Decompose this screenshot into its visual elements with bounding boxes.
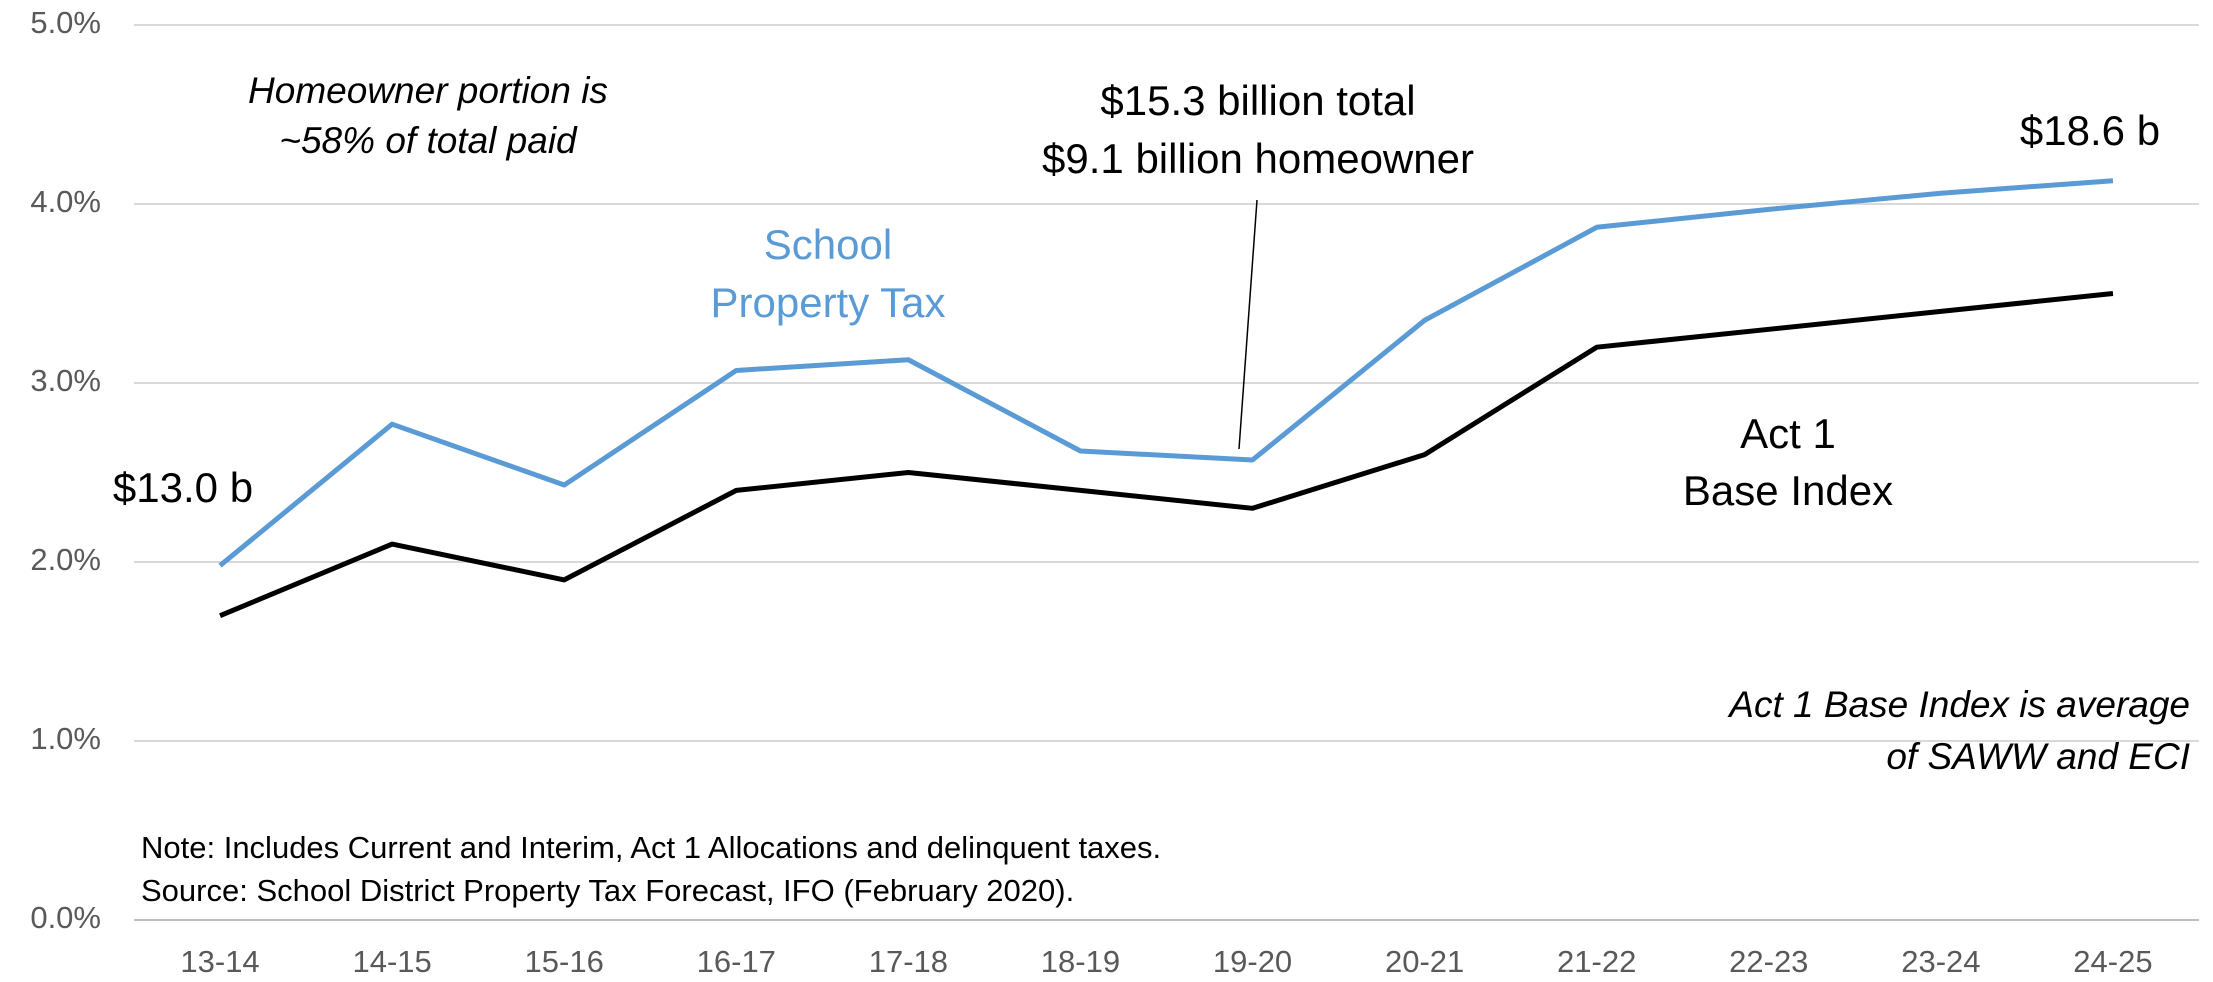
x-tick-label: 15-16 <box>525 944 604 979</box>
y-tick-label: 4.0% <box>30 184 101 219</box>
series-line <box>218 178 2114 568</box>
annotation: $15.3 billion total <box>1100 77 1415 124</box>
y-tick-label: 2.0% <box>30 542 101 577</box>
annotation: Source: School District Property Tax For… <box>141 873 1074 908</box>
series-label: Property Tax <box>711 279 946 326</box>
x-tick-label: 14-15 <box>352 944 431 979</box>
series-line <box>219 291 2114 619</box>
x-tick-label: 24-25 <box>2073 944 2152 979</box>
annotation: Act 1 Base Index is average <box>1727 684 2190 725</box>
x-tick-label: 13-14 <box>180 944 259 979</box>
x-tick-label: 21-22 <box>1557 944 1636 979</box>
x-tick-label: 18-19 <box>1041 944 1120 979</box>
annotation: $9.1 billion homeowner <box>1042 135 1474 182</box>
x-tick-label: 22-23 <box>1729 944 1808 979</box>
y-tick-label: 1.0% <box>30 721 101 756</box>
x-tick-label: 19-20 <box>1213 944 1292 979</box>
annotation: Homeowner portion is <box>248 70 608 111</box>
annotation: ~58% of total paid <box>279 120 578 161</box>
x-tick-label: 17-18 <box>869 944 948 979</box>
x-tick-label: 23-24 <box>1901 944 1980 979</box>
annotation: $18.6 b <box>2020 107 2160 154</box>
x-tick-label: 20-21 <box>1385 944 1464 979</box>
leader-line <box>1238 199 1258 450</box>
y-tick-label: 3.0% <box>30 363 101 398</box>
series-label: School <box>764 221 892 268</box>
y-tick-label: 5.0% <box>30 5 101 40</box>
series-label: Act 1 <box>1740 410 1836 457</box>
annotation: $13.0 b <box>113 464 253 511</box>
annotation: Note: Includes Current and Interim, Act … <box>141 830 1161 865</box>
x-tick-label: 16-17 <box>697 944 776 979</box>
series-label: Base Index <box>1683 467 1893 514</box>
y-tick-label: 0.0% <box>30 900 101 935</box>
annotation: of SAWW and ECI <box>1886 736 2190 777</box>
